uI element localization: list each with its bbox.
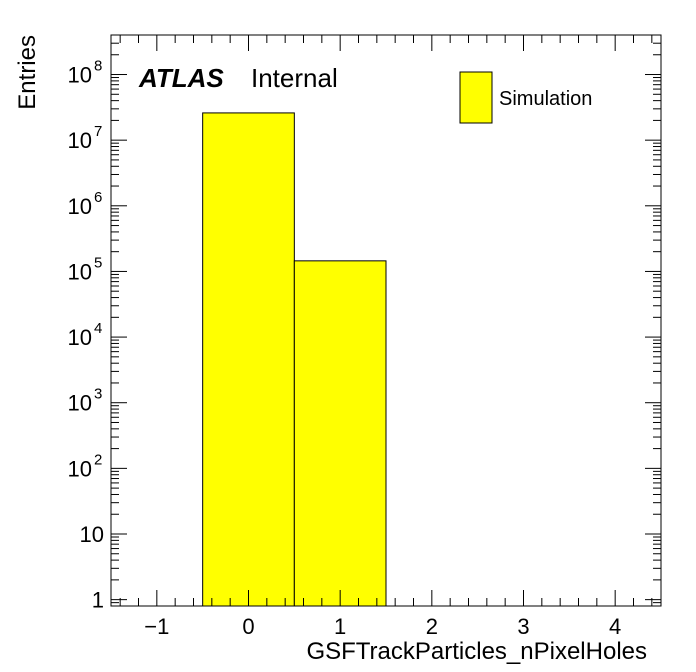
y-tick-exponent: 3 [94,386,102,403]
y-axis-title: Entries [14,35,41,110]
internal-label: Internal [251,63,338,93]
y-tick-exponent: 2 [94,451,102,468]
y-tick-base: 10 [68,194,92,219]
y-tick-base: 10 [68,391,92,416]
histogram-bar-0 [202,112,295,607]
histogram-bar-1 [293,260,387,607]
y-tick-base: 10 [68,128,92,153]
y-tick-label-6: 10 6 [68,189,103,219]
y-tick-exponent: 8 [94,58,102,75]
y-tick-base: 10 [68,456,92,481]
x-tick-label-0: −1 [144,614,169,639]
atlas-label: ATLAS [138,63,224,93]
y-tick-label-3: 10 3 [68,386,103,416]
x-tick-label-5: 4 [609,614,621,639]
legend: Simulation [459,71,592,124]
x-tick-label-1: 0 [242,614,254,639]
y-tick-label-7: 10 7 [68,123,103,153]
y-tick-exponent: 6 [94,189,102,206]
x-tick-label-4: 3 [517,614,529,639]
y-tick-base: 10 [80,522,104,547]
y-tick-label-2: 10 2 [68,451,103,481]
x-tick-label-2: 1 [334,614,346,639]
axis-ticks [111,34,661,607]
legend-swatch-simulation [459,71,493,124]
y-tick-base: 10 [68,325,92,350]
legend-entry-simulation: Simulation [499,88,592,110]
y-tick-label-8: 10 8 [68,58,103,88]
histogram-bars [202,112,387,607]
y-tick-label-5: 10 5 [68,254,103,284]
y-tick-label-0: 1 [92,588,104,613]
plot-frame [110,34,662,607]
y-tick-base: 10 [68,63,92,88]
x-tick-label-3: 2 [426,614,438,639]
y-tick-exponent: 5 [94,254,102,271]
y-tick-label-4: 10 4 [68,320,103,350]
y-tick-label-1: 10 [80,522,104,547]
y-tick-base: 10 [68,259,92,284]
x-axis-title: GSFTrackParticles_nPixelHoles [306,638,647,665]
y-tick-exponent: 7 [94,123,102,140]
y-tick-base: 1 [92,588,104,613]
y-tick-exponent: 4 [94,320,102,337]
